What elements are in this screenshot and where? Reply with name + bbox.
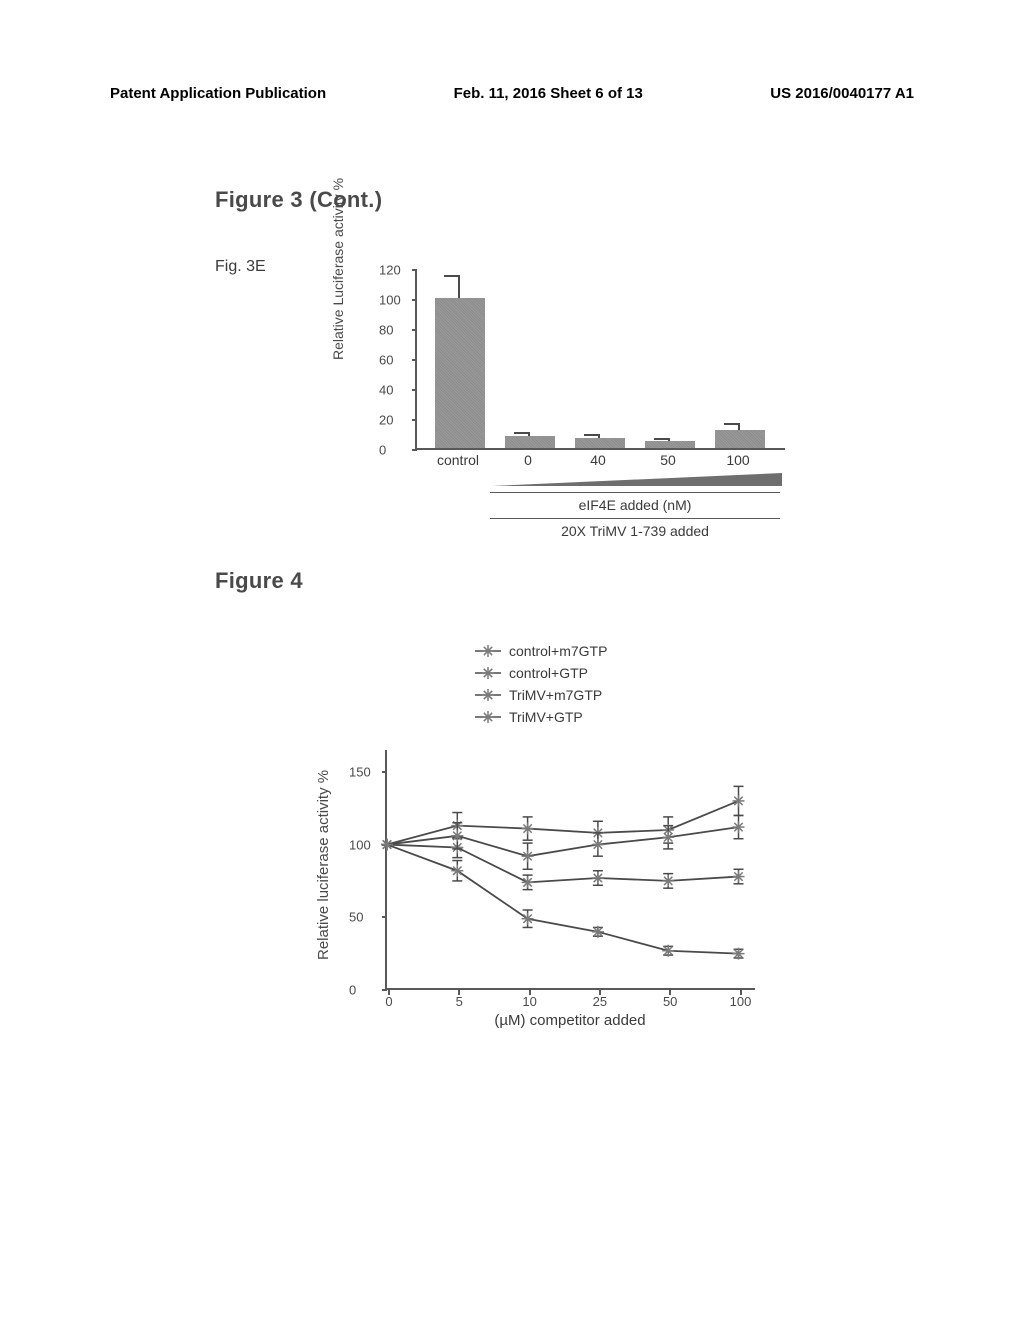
x-tick-label: 50 <box>663 994 677 1009</box>
x-tick-label: 0 <box>524 452 532 468</box>
line-y-axis-label: Relative luciferase activity % <box>315 770 332 960</box>
bar <box>715 430 765 448</box>
x-tick-label: 25 <box>593 994 607 1009</box>
bar <box>435 298 485 448</box>
divider-line <box>490 518 780 519</box>
x-tick-label: 50 <box>660 452 676 468</box>
y-tick-label: 100 <box>349 837 371 852</box>
legend-label: control+m7GTP <box>509 640 607 662</box>
y-tick-label: 100 <box>379 293 401 308</box>
figure-3e-label: Fig. 3E <box>215 258 266 276</box>
y-tick-label: 120 <box>379 263 401 278</box>
sub-label-eif4e: eIF4E added (nM) <box>490 497 780 513</box>
bar <box>575 438 625 449</box>
bar-plot-area: 020406080100120 <box>415 270 785 450</box>
x-tick-label: 10 <box>522 994 536 1009</box>
line-plot-svg <box>385 750 755 990</box>
figure-3-title: Figure 3 (Cont.) <box>215 187 382 213</box>
legend-item: control+m7GTP <box>475 640 607 662</box>
x-tick-label: 0 <box>385 994 392 1009</box>
y-tick-label: 150 <box>349 764 371 779</box>
legend-label: control+GTP <box>509 662 588 684</box>
legend-item: TriMV+GTP <box>475 706 607 728</box>
chart-legend: control+m7GTPcontrol+GTPTriMV+m7GTPTriMV… <box>475 640 607 728</box>
bar-y-axis-label: Relative Luciferase activity % <box>330 178 346 360</box>
legend-label: TriMV+m7GTP <box>509 684 602 706</box>
patent-header: Patent Application Publication Feb. 11, … <box>110 85 914 102</box>
y-tick-label: 0 <box>349 983 356 998</box>
x-tick-label: 100 <box>726 452 749 468</box>
header-right: US 2016/0040177 A1 <box>770 85 914 102</box>
bar <box>505 436 555 448</box>
line-chart-fig4: control+m7GTPcontrol+GTPTriMV+m7GTPTriMV… <box>300 640 800 1050</box>
header-left: Patent Application Publication <box>110 85 326 102</box>
y-tick-label: 0 <box>379 443 386 458</box>
divider-line <box>490 492 780 493</box>
y-tick-label: 20 <box>379 413 393 428</box>
header-center: Feb. 11, 2016 Sheet 6 of 13 <box>454 85 643 102</box>
line-plot-area: 05010015005102550100 <box>385 750 755 990</box>
x-tick-label: 5 <box>456 994 463 1009</box>
y-tick-label: 50 <box>349 910 363 925</box>
bar <box>645 441 695 449</box>
line-x-axis-label: (µM) competitor added <box>385 1012 755 1029</box>
bar-chart-fig3e: Relative Luciferase activity % 020406080… <box>340 260 800 520</box>
figure-4-title: Figure 4 <box>215 568 303 594</box>
x-tick-label: 40 <box>590 452 606 468</box>
y-tick-label: 40 <box>379 383 393 398</box>
y-tick-label: 80 <box>379 323 393 338</box>
gradient-wedge-icon <box>492 473 782 486</box>
legend-item: TriMV+m7GTP <box>475 684 607 706</box>
legend-item: control+GTP <box>475 662 607 684</box>
x-tick-label: 100 <box>730 994 752 1009</box>
y-tick-label: 60 <box>379 353 393 368</box>
sub-label-trimv: 20X TriMV 1-739 added <box>490 523 780 539</box>
x-tick-label: control <box>437 452 479 468</box>
legend-label: TriMV+GTP <box>509 706 583 728</box>
